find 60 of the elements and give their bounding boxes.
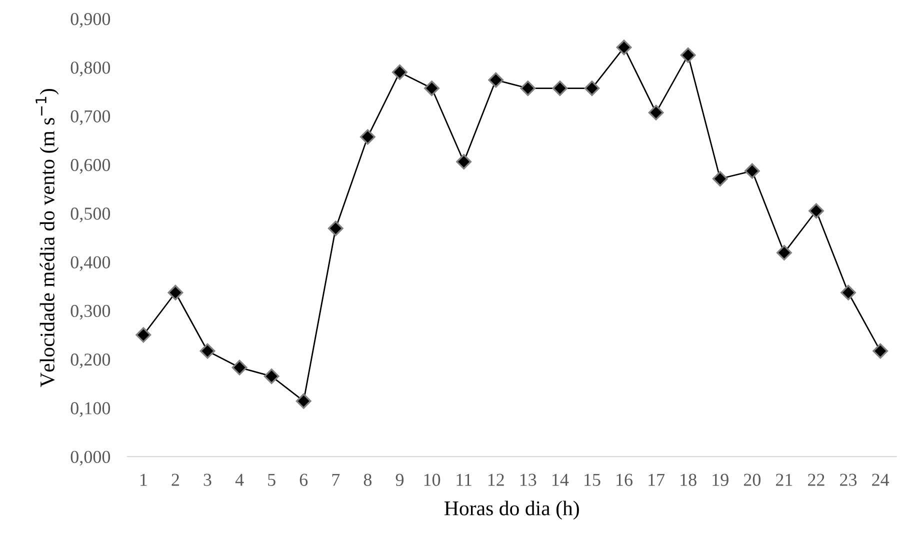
point: [424, 80, 440, 96]
point: [264, 368, 280, 384]
x-tick-label: 3: [204, 474, 212, 486]
point: [584, 80, 600, 96]
point: [616, 40, 632, 56]
point: [552, 80, 568, 96]
x-tick-label: 22: [808, 474, 824, 486]
y-tick-label: 0,300: [70, 304, 110, 320]
x-tick-label: 12: [488, 474, 504, 486]
point: [136, 327, 152, 343]
point: [648, 104, 664, 120]
x-tick-label: 17: [648, 474, 665, 486]
point: [232, 360, 248, 376]
x-tick-label: 11: [456, 474, 472, 486]
x-tick-label: 4: [235, 474, 244, 486]
x-tick-label: 1: [140, 474, 147, 486]
y-tick-label: 0,000: [70, 450, 110, 466]
x-tick-label: 10: [424, 474, 440, 486]
point: [744, 163, 760, 179]
y-tick-label: 0,200: [70, 354, 110, 368]
y-tick-label: 0,100: [70, 402, 110, 417]
y-tick-label: 0,600: [70, 158, 110, 174]
x-tick-label: 14: [552, 474, 569, 486]
x-tick-label: 13: [520, 474, 536, 486]
x-tick-label: 9: [396, 474, 404, 486]
y-tick-label: 0,700: [70, 110, 110, 126]
y-axis-title: Velocidade média do vento (m s$^{−1}$): [36, 88, 59, 388]
x-tick-label: 15: [584, 474, 600, 486]
y-tick-label: 0,800: [70, 62, 110, 76]
x-tick-label: 23: [840, 474, 857, 486]
x-tick-label: 7: [332, 474, 340, 486]
x-tick-label: 20: [744, 474, 761, 486]
point: [712, 171, 728, 186]
point: [488, 72, 504, 88]
x-axis-title: Horas do dia (h): [444, 500, 579, 520]
point: [776, 245, 792, 260]
x-tick-label: 16: [616, 474, 633, 486]
point: [328, 220, 344, 236]
y-tick-label: 0,500: [70, 208, 110, 222]
x-tick-label: 24: [872, 474, 890, 486]
point: [296, 393, 312, 409]
point: [680, 47, 696, 63]
x-tick-label: 18: [680, 474, 696, 486]
point: [808, 203, 824, 219]
y-tick-label: 0,900: [70, 12, 110, 28]
point: [200, 343, 216, 359]
point: [168, 284, 184, 300]
x-tick-label: 2: [172, 474, 179, 486]
point: [840, 284, 856, 300]
x-tick-label: 5: [268, 474, 276, 486]
point: [872, 343, 888, 359]
point: [392, 64, 408, 80]
point: [520, 80, 536, 96]
x-tick-label: 21: [776, 474, 792, 486]
x-tick-label: 6: [300, 474, 308, 486]
point: [360, 129, 376, 145]
y-tick-label: 0,400: [70, 256, 110, 271]
x-tick-label: 19: [712, 474, 728, 486]
x-tick-label: 8: [364, 474, 372, 486]
point: [456, 154, 472, 170]
